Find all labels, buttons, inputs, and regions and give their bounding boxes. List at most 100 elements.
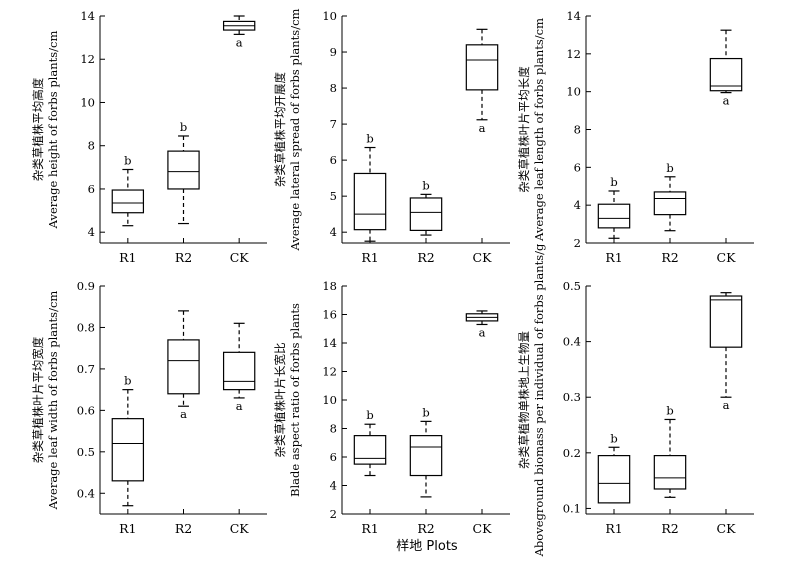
y-tick-label: 6	[88, 182, 95, 196]
chart-panel-3: 2 4 6 8 10 12 14 R1 R2 CK 杂类草植株叶片平均长度 Average leaf …	[517, 9, 754, 265]
y-tick-label: 8	[574, 123, 581, 137]
interquartile-box	[597, 455, 631, 504]
box-CK: a	[465, 310, 499, 339]
y-axis-title-cn: 杂类草植株叶片长宽比	[273, 343, 287, 458]
significance-label: b	[610, 431, 617, 445]
x-tick-label: R2	[417, 521, 434, 536]
y-tick-label: 9	[330, 45, 337, 59]
y-tick-label: 8	[330, 422, 337, 436]
y-tick-label: 0.3	[563, 390, 581, 404]
x-tick-label: R2	[661, 521, 678, 536]
y-tick-label: 10	[566, 85, 581, 99]
box-CK: a	[222, 15, 256, 49]
interquartile-box	[111, 418, 145, 482]
significance-label: b	[124, 374, 131, 388]
interquartile-box	[409, 197, 443, 231]
x-tick-label: R2	[175, 521, 192, 536]
y-axis-title-en: Average leaf length of forbs plants/cm	[532, 18, 546, 242]
significance-label: b	[422, 178, 429, 192]
x-tick-label: R1	[119, 250, 136, 265]
significance-label: b	[422, 405, 429, 419]
y-axis-title-en: Aboveground biomass per individual of fo…	[532, 243, 546, 557]
box-R2: b	[653, 161, 687, 232]
box-R1: b	[597, 175, 631, 239]
y-axis-title-cn: 杂类草植株叶片平均长度	[517, 66, 531, 193]
y-tick-label: 16	[322, 308, 337, 322]
x-tick-label: CK	[473, 250, 493, 265]
significance-label: a	[236, 35, 243, 49]
x-tick-label: R1	[361, 521, 378, 536]
box-R2: b	[653, 403, 687, 498]
y-tick-label: 10	[322, 9, 337, 23]
box-CK: a	[709, 292, 743, 412]
y-tick-label: 6	[574, 160, 581, 174]
y-tick-label: 4	[88, 225, 95, 239]
box-R2: b	[167, 120, 200, 225]
interquartile-box	[353, 172, 387, 231]
significance-label: b	[366, 408, 373, 422]
y-tick-label: 7	[330, 117, 337, 131]
x-tick-label: CK	[473, 521, 493, 536]
y-tick-label: 5	[330, 189, 337, 203]
interquartile-box	[167, 339, 200, 395]
x-tick-label: R2	[661, 250, 678, 265]
chart-panel-5: 2 4 6 8 10 12 14 16 18 R1 R2 CK 杂类草植株叶片长宽比 Blade aspe…	[273, 279, 510, 536]
y-axis-title-cn: 杂类草植株平均开展度	[273, 72, 287, 187]
y-tick-label: 2	[330, 507, 337, 521]
box-CK: a	[709, 29, 743, 108]
y-tick-label: 4	[330, 225, 337, 239]
y-tick-label: 12	[80, 52, 95, 66]
y-tick-label: 12	[322, 365, 337, 379]
y-tick-label: 0.9	[77, 279, 95, 293]
y-tick-label: 4	[574, 198, 581, 212]
y-axis-title-en: Average lateral spread of forbs plants/c…	[288, 8, 302, 251]
y-axis-title-en: Average height of forbs plants/cm	[46, 31, 60, 230]
interquartile-box	[709, 295, 743, 348]
y-tick-label: 14	[566, 9, 581, 23]
x-tick-label: R2	[417, 250, 434, 265]
box-R2: b	[409, 178, 443, 236]
interquartile-box	[222, 351, 256, 391]
box-CK: a	[465, 28, 499, 135]
chart-panel-4: 0.4 0.5 0.6 0.7 0.8 0.9 R1 R2 CK 杂类草植株叶片平均宽度 Avera…	[31, 279, 267, 536]
box-R1: b	[597, 431, 631, 504]
significance-label: a	[236, 399, 243, 413]
y-tick-label: 10	[80, 95, 95, 109]
interquartile-box	[709, 57, 743, 92]
y-tick-label: 0.6	[77, 403, 95, 417]
x-tick-label: R1	[605, 250, 622, 265]
y-tick-label: 0.5	[563, 279, 581, 293]
y-tick-label: 0.1	[563, 501, 581, 515]
y-axis-title-cn: 杂类草植株叶片平均宽度	[31, 336, 45, 463]
x-tick-label: CK	[230, 521, 250, 536]
x-tick-label: R1	[119, 521, 136, 536]
y-tick-label: 6	[330, 450, 337, 464]
interquartile-box	[465, 44, 499, 91]
significance-label: a	[479, 325, 486, 339]
figure-x-axis-title: 样地 Plots	[396, 539, 458, 554]
interquartile-box	[653, 455, 687, 490]
box-R2: a	[167, 310, 200, 421]
y-tick-label: 0.4	[563, 335, 581, 349]
y-tick-label: 0.8	[77, 320, 95, 334]
box-R2: b	[409, 405, 443, 498]
y-tick-label: 10	[322, 393, 337, 407]
y-tick-label: 8	[330, 81, 337, 95]
x-tick-label: CK	[230, 250, 250, 265]
box-R1: b	[111, 153, 145, 227]
y-tick-label: 4	[330, 479, 337, 493]
box-CK: a	[222, 322, 256, 413]
significance-label: b	[666, 403, 673, 417]
y-tick-label: 2	[574, 236, 581, 250]
y-tick-label: 8	[88, 139, 95, 153]
x-tick-label: CK	[717, 250, 737, 265]
y-axis-title-en: Blade aspect ratio of forbs plants	[288, 303, 302, 497]
y-tick-label: 18	[322, 279, 337, 293]
interquartile-box	[597, 203, 631, 229]
y-tick-label: 12	[566, 47, 581, 61]
y-tick-label: 0.5	[77, 445, 95, 459]
x-tick-label: R2	[175, 250, 192, 265]
significance-label: b	[610, 175, 617, 189]
interquartile-box	[111, 189, 145, 214]
